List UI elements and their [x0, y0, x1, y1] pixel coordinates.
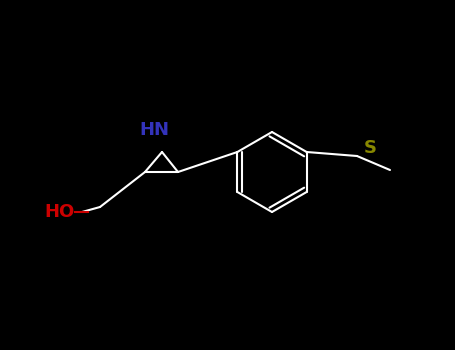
Text: S: S: [364, 139, 376, 157]
Text: HN: HN: [139, 121, 169, 139]
Text: HO: HO: [45, 203, 75, 221]
